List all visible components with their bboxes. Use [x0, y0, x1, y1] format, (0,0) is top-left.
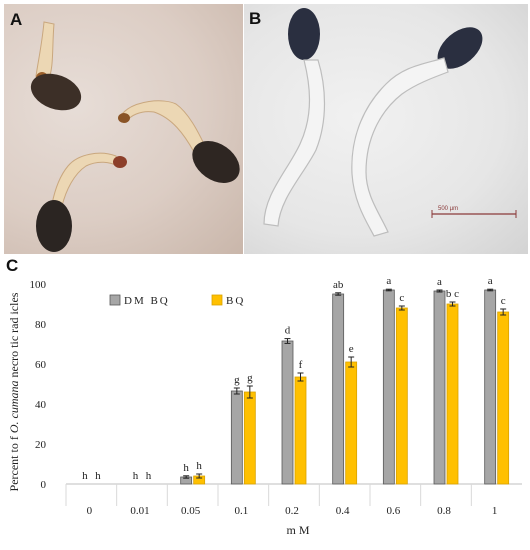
x-tick-label: 0.1 — [234, 505, 248, 517]
panel-a-label: A — [10, 10, 23, 29]
bar-dmbq — [281, 340, 294, 485]
significance-letter: h — [146, 470, 152, 482]
x-tick-label: 0 — [87, 505, 93, 517]
bar-bq — [345, 361, 358, 485]
legend-label-bq: BQ — [226, 295, 245, 307]
x-tick-label: 1 — [492, 505, 498, 517]
significance-letter: d — [285, 325, 291, 337]
significance-letter: h — [95, 470, 101, 482]
significance-letter: h — [183, 462, 189, 474]
radicles-illustration-b — [263, 8, 517, 237]
significance-letter: h — [82, 470, 88, 482]
bar-bq — [446, 303, 459, 485]
legend-swatch-bq — [211, 294, 223, 306]
bar-dmbq — [382, 289, 395, 485]
significance-letter: e — [349, 343, 354, 355]
y-tick-label: 0 — [41, 479, 47, 491]
legend-swatch-dmbq — [109, 294, 121, 306]
legend-label-dmbq: DM BQ — [124, 295, 170, 307]
y-tick-label: 80 — [35, 319, 47, 331]
photo-panel-b: 500 µm B — [244, 4, 528, 254]
significance-letter: b c — [446, 288, 459, 300]
bar-bq — [497, 311, 510, 485]
y-tick-label: 60 — [35, 359, 47, 371]
bar-bq — [294, 376, 307, 485]
y-tick-label: 40 — [35, 399, 47, 411]
y-axis-title: Percent to f O. cumana necro tic rad icl… — [7, 292, 21, 491]
significance-letter: c — [501, 295, 506, 307]
significance-letter: c — [399, 292, 404, 304]
bar-bq — [243, 391, 256, 485]
significance-letter: h — [133, 470, 139, 482]
y-axis: 0 20 40 60 80 100 0 0.01 0.05 0.1 0.2 0.4 0.6 0.8 1 — [30, 279, 522, 517]
significance-letter: h — [196, 460, 202, 472]
significance-letter: ab — [333, 279, 344, 291]
photo-panel-a: A — [4, 4, 243, 254]
bar-dmbq — [484, 289, 497, 485]
y-tick-label: 100 — [30, 279, 47, 291]
x-tick-label: 0.01 — [130, 505, 149, 517]
x-tick-label: 0.2 — [285, 505, 299, 517]
bar-dmbq — [332, 293, 345, 485]
x-tick-label: 0.6 — [386, 505, 400, 517]
x-tick-label: 0.05 — [181, 505, 201, 517]
panel-b-label: B — [249, 9, 262, 28]
x-tick-label: 0.8 — [437, 505, 451, 517]
significance-letter: a — [488, 275, 493, 287]
bar-dmbq — [230, 390, 243, 485]
x-axis-title: m M — [286, 523, 309, 537]
scale-bar-label: 500 µm — [438, 206, 459, 212]
x-tick-label: 0.4 — [336, 505, 350, 517]
significance-letter: f — [299, 359, 303, 371]
significance-letter: g — [247, 372, 253, 384]
significance-letter: a — [437, 276, 442, 288]
significance-letter: a — [386, 275, 391, 287]
significance-letter: g — [234, 374, 240, 386]
panel-c-label: C — [6, 256, 19, 275]
bar-bq — [395, 307, 408, 485]
y-tick-label: 20 — [35, 439, 47, 451]
bar-chart: Percent to f O. cumana necro tic rad icl… — [7, 275, 522, 537]
legend: DM BQ BQ — [109, 294, 245, 307]
radicles-illustration-a — [30, 21, 240, 252]
bar-dmbq — [433, 290, 446, 485]
